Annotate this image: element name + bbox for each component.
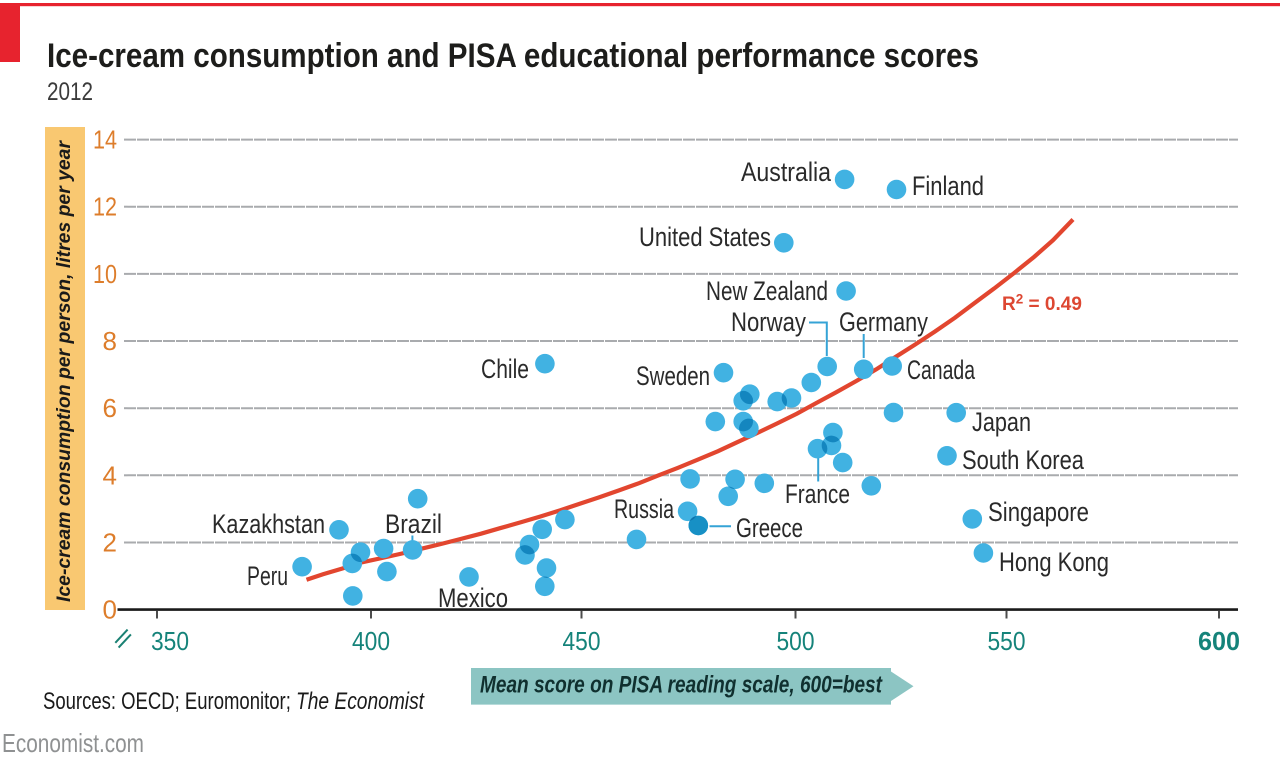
svg-text:4: 4 [103,460,117,490]
svg-text:Brazil: Brazil [385,509,442,539]
svg-text:Kazakhstan: Kazakhstan [212,509,325,539]
svg-text:Japan: Japan [972,407,1031,437]
svg-text:0: 0 [103,595,117,625]
svg-text:Sources: OECD; Euromonitor; Th: Sources: OECD; Euromonitor; The Economis… [43,688,425,715]
svg-text:450: 450 [563,626,601,656]
svg-text:600: 600 [1198,626,1240,656]
svg-text:Ice-cream consumption per pers: Ice-cream consumption per person, litres… [54,139,75,602]
svg-text:Germany: Germany [839,307,928,337]
svg-text:United States: United States [639,222,771,252]
svg-text:10: 10 [93,259,117,289]
svg-text:Greece: Greece [736,513,803,543]
svg-text:14: 14 [93,125,117,155]
svg-text:South Korea: South Korea [962,445,1085,475]
svg-text:Economist.com: Economist.com [2,728,144,758]
svg-text:550: 550 [988,626,1026,656]
svg-text:Peru: Peru [247,561,288,591]
svg-text:Ice-cream consumption and PISA: Ice-cream consumption and PISA education… [47,37,979,75]
svg-text:400: 400 [352,626,390,656]
svg-text:Mexico: Mexico [438,583,508,613]
svg-text:8: 8 [103,326,117,356]
svg-text:Singapore: Singapore [988,497,1089,527]
svg-text:2012: 2012 [47,78,93,106]
svg-text:Mean score on PISA reading sca: Mean score on PISA reading scale, 600=be… [480,672,883,699]
svg-text:Canada: Canada [907,355,976,385]
svg-text:Finland: Finland [912,171,984,201]
svg-text:350: 350 [151,626,189,656]
svg-text:Russia: Russia [614,494,675,524]
svg-text:2: 2 [103,528,117,558]
svg-text:France: France [785,479,850,509]
svg-text:R2 = 0.49: R2 = 0.49 [1002,292,1082,316]
svg-text:Norway: Norway [731,307,806,337]
svg-text:Hong Kong: Hong Kong [999,547,1109,577]
svg-text:6: 6 [103,393,117,423]
svg-text:Australia: Australia [741,157,832,187]
svg-text:Chile: Chile [481,354,529,384]
svg-text:Sweden: Sweden [636,361,710,391]
svg-text:New Zealand: New Zealand [706,276,828,306]
svg-text:12: 12 [93,192,117,222]
svg-text:500: 500 [777,626,815,656]
